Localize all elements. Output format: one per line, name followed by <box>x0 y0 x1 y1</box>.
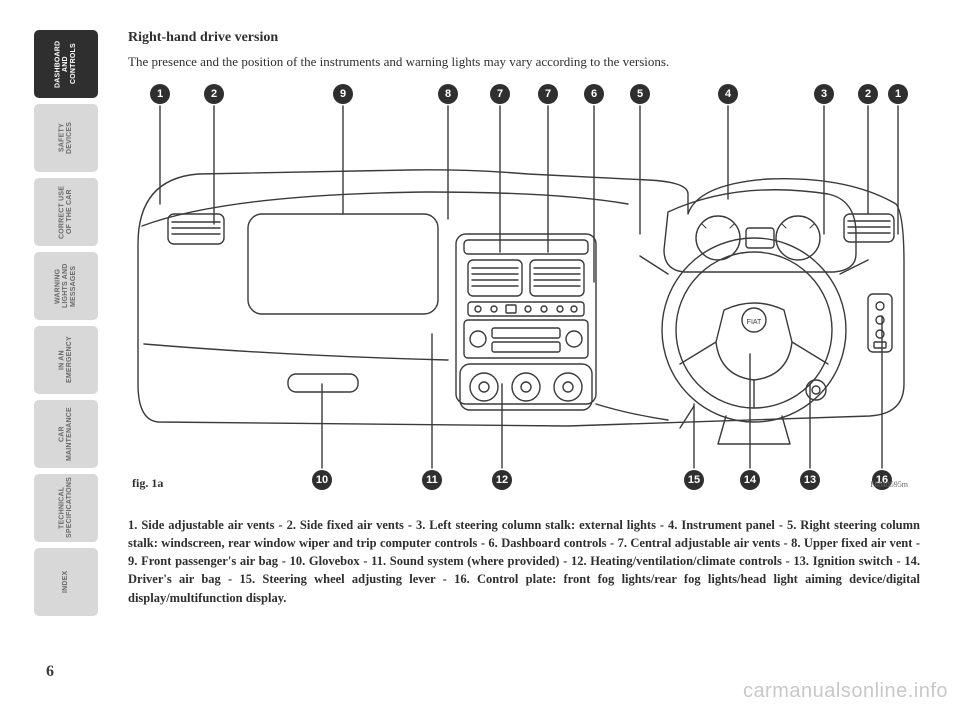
callout-10: 10 <box>312 470 332 490</box>
callout-7a: 7 <box>490 84 510 104</box>
dashboard-diagram: 1 2 9 8 7 7 6 5 4 3 2 1 <box>128 84 908 504</box>
dashboard-svg: FIAT <box>128 84 908 504</box>
callout-13: 13 <box>800 470 820 490</box>
callout-1a: 1 <box>150 84 170 104</box>
callout-8: 8 <box>438 84 458 104</box>
page-subtext: The presence and the position of the ins… <box>128 54 920 70</box>
callout-6: 6 <box>584 84 604 104</box>
page-heading: Right-hand drive version <box>128 30 920 46</box>
sidebar-item-maintenance[interactable]: CAR MAINTENANCE <box>34 400 98 468</box>
page-number: 6 <box>46 663 54 681</box>
content: Right-hand drive version The presence an… <box>128 30 920 679</box>
callout-1b: 1 <box>888 84 908 104</box>
callout-2a: 2 <box>204 84 224 104</box>
callout-9: 9 <box>333 84 353 104</box>
sidebar-item-safety[interactable]: SAFETY DEVICES <box>34 104 98 172</box>
callout-4: 4 <box>718 84 738 104</box>
sidebar-item-correct-use[interactable]: CORRECT USE OF THE CAR <box>34 178 98 246</box>
callout-15: 15 <box>684 470 704 490</box>
watermark: carmanualsonline.info <box>743 680 948 703</box>
sidebar-item-emergency[interactable]: IN AN EMERGENCY <box>34 326 98 394</box>
sidebar: DASHBOARD AND CONTROLS SAFETY DEVICES CO… <box>34 30 98 616</box>
figure-label: fig. 1a <box>132 476 163 491</box>
callout-12: 12 <box>492 470 512 490</box>
image-code: F0M0595m <box>870 480 908 489</box>
callout-11: 11 <box>422 470 442 490</box>
callout-7b: 7 <box>538 84 558 104</box>
svg-text:FIAT: FIAT <box>747 319 762 326</box>
figure-legend: 1. Side adjustable air vents - 2. Side f… <box>128 516 920 607</box>
sidebar-item-dashboard[interactable]: DASHBOARD AND CONTROLS <box>34 30 98 98</box>
page: DASHBOARD AND CONTROLS SAFETY DEVICES CO… <box>0 0 960 709</box>
callout-14: 14 <box>740 470 760 490</box>
sidebar-item-technical[interactable]: TECHNICAL SPECIFICATIONS <box>34 474 98 542</box>
callout-5: 5 <box>630 84 650 104</box>
sidebar-item-index[interactable]: INDEX <box>34 548 98 616</box>
sidebar-item-warnings[interactable]: WARNING LIGHTS AND MESSAGES <box>34 252 98 320</box>
callout-3: 3 <box>814 84 834 104</box>
callout-2b: 2 <box>858 84 878 104</box>
